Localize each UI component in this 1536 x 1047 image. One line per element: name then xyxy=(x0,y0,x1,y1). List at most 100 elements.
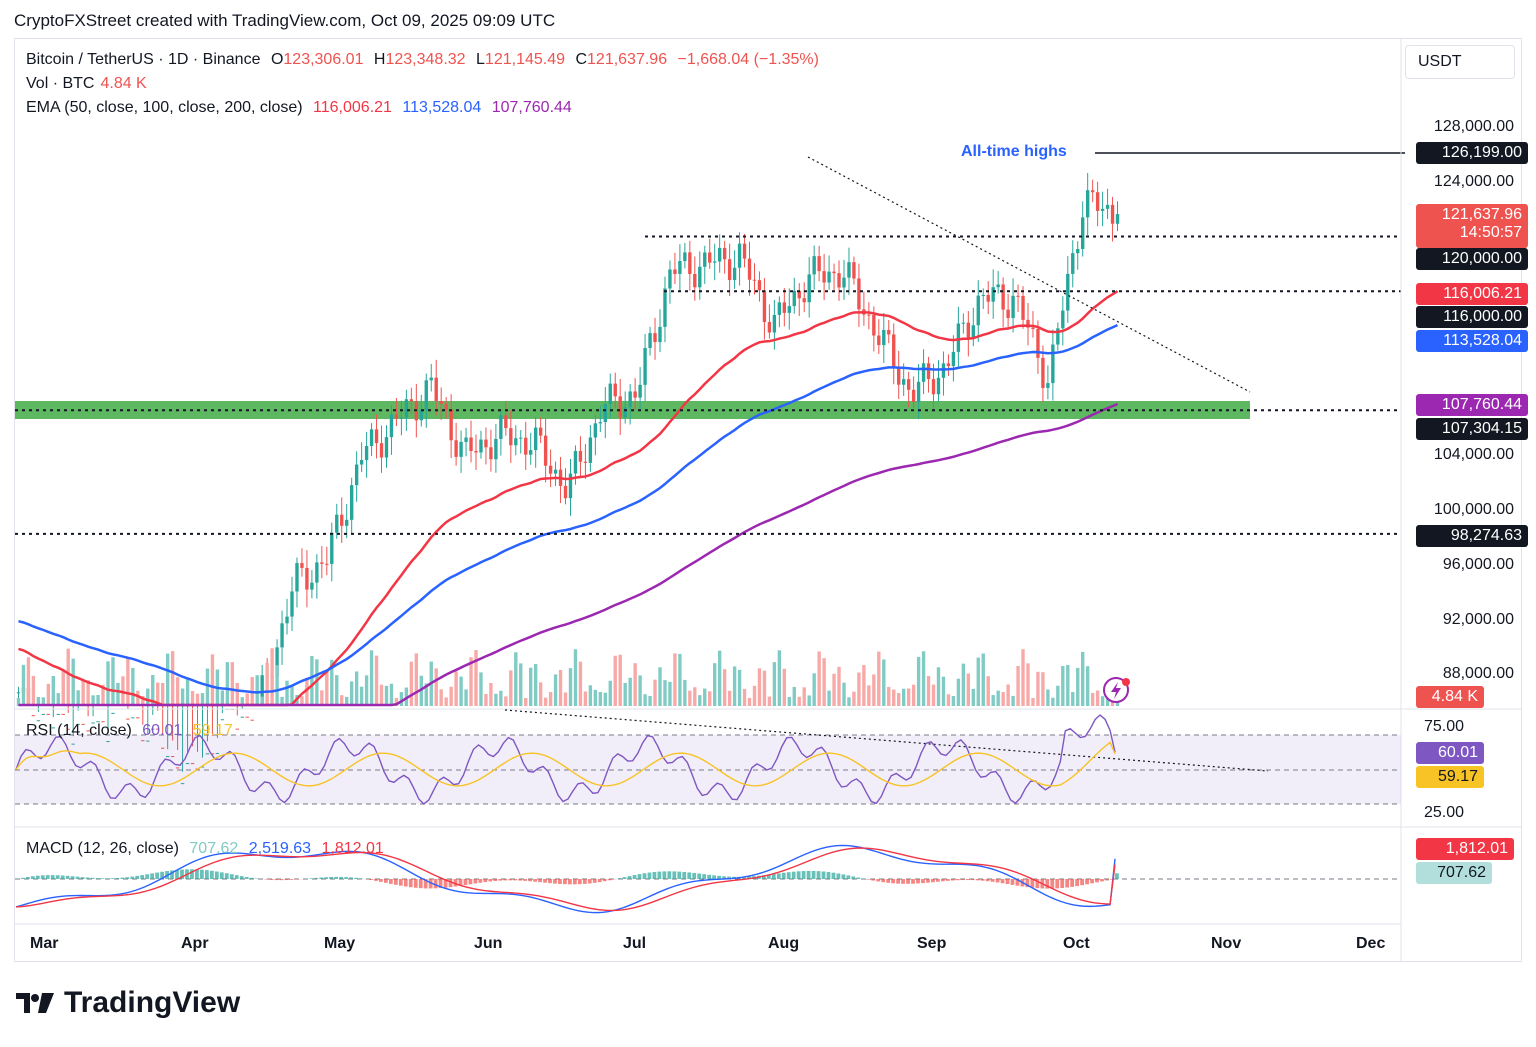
macd-hist-bar xyxy=(677,871,682,879)
candle-body xyxy=(1095,192,1100,211)
volume-bar xyxy=(359,686,364,706)
volume-bar xyxy=(529,667,533,706)
candle-body xyxy=(867,314,871,316)
macd-hist-bar xyxy=(90,877,95,879)
macd-hist-bar xyxy=(349,877,353,879)
candle-body xyxy=(817,256,821,272)
macd-hist-bar xyxy=(558,879,562,884)
macd-hist-bar xyxy=(1085,879,1089,885)
macd-hist-bar xyxy=(662,871,667,879)
macd-hist-bar xyxy=(831,872,836,879)
macd-hist-bar xyxy=(727,876,731,879)
candle-body xyxy=(141,740,145,742)
candle-body xyxy=(474,451,478,453)
macd-hist-bar xyxy=(478,879,483,883)
candle-body xyxy=(837,273,841,288)
candle-body xyxy=(494,438,498,460)
macd-hist-bar xyxy=(498,879,503,881)
volume-bar xyxy=(852,691,856,706)
legend-rsi-value: 60.01 xyxy=(142,722,183,739)
macd-hist-bar xyxy=(940,879,945,882)
volume-bar xyxy=(41,697,46,706)
volume-bar xyxy=(51,676,55,706)
macd-hist-bar xyxy=(747,876,751,879)
macd-hist-bar xyxy=(1010,879,1015,885)
volume-bar xyxy=(1095,690,1100,706)
macd-hist-bar xyxy=(195,869,199,879)
candle-body xyxy=(1016,295,1020,297)
candle-body xyxy=(509,428,513,446)
volume-bar xyxy=(424,683,428,706)
macd-hist-bar xyxy=(234,875,239,879)
candle-body xyxy=(1021,295,1025,320)
volume-bar xyxy=(618,654,622,706)
volume-bar xyxy=(1100,696,1105,706)
tag-last-price: 121,637.96 14:50:57 xyxy=(1416,204,1528,248)
candle-body xyxy=(812,256,816,275)
candle-body xyxy=(578,451,583,462)
macd-hist-bar xyxy=(398,879,403,886)
volume-bar xyxy=(1036,671,1040,706)
macd-hist-bar xyxy=(960,879,965,881)
volume-bar xyxy=(588,685,593,706)
volume-bar xyxy=(305,677,309,706)
candle-body xyxy=(320,562,324,564)
macd-hist-bar xyxy=(647,872,652,879)
volume-bar xyxy=(26,657,31,706)
volume-bar xyxy=(1071,692,1075,706)
tradingview-logo[interactable]: TradingView xyxy=(16,986,240,1020)
candle-body xyxy=(285,616,289,624)
volume-bar xyxy=(971,688,975,706)
macd-hist-bar xyxy=(533,879,537,882)
volume-bar xyxy=(678,653,682,706)
candle-body xyxy=(668,269,672,289)
volume-bar xyxy=(345,696,349,706)
volume-bar xyxy=(752,685,757,706)
volume-bar xyxy=(469,657,473,706)
macd-hist-bar xyxy=(453,879,458,887)
macd-hist-bar xyxy=(692,872,697,879)
candle-body xyxy=(802,298,806,303)
volume-bar xyxy=(335,675,339,706)
volume-bar xyxy=(906,688,911,706)
currency-selector[interactable]: USDT xyxy=(1405,45,1515,79)
candle-body xyxy=(956,323,961,352)
macd-hist-bar xyxy=(70,876,75,879)
volume-bar xyxy=(389,683,394,706)
macd-hist-bar xyxy=(911,879,915,884)
candle-body xyxy=(842,277,846,288)
candle-body xyxy=(101,721,105,723)
macd-hist-bar xyxy=(926,879,930,883)
macd-hist-bar xyxy=(324,877,329,879)
legend-vol-label: Vol · BTC xyxy=(26,75,95,92)
candle-body xyxy=(424,380,428,411)
macd-hist-bar xyxy=(423,879,428,889)
candle-body xyxy=(543,435,548,466)
volume-bar xyxy=(146,688,150,706)
macd-hist-bar xyxy=(622,877,627,879)
volume-bar xyxy=(1006,684,1010,706)
volume-bars xyxy=(16,648,1120,706)
volume-bar xyxy=(653,679,657,706)
macd-hist-bar xyxy=(563,879,567,885)
candle-body xyxy=(638,384,642,398)
volume-bar xyxy=(454,671,458,706)
volume-bar xyxy=(623,682,627,706)
candle-body xyxy=(389,414,394,438)
volume-bar xyxy=(71,658,75,706)
volume-bar xyxy=(265,662,269,706)
macd-hist-bar xyxy=(180,869,184,879)
candle-body xyxy=(1031,327,1035,329)
volume-bar xyxy=(887,686,891,706)
candle-body xyxy=(936,377,941,395)
candle-body xyxy=(653,333,657,343)
candle-body xyxy=(946,363,951,367)
candle-body xyxy=(588,437,593,463)
macd-hist-bar xyxy=(274,879,279,881)
candle-body xyxy=(563,485,568,499)
candle-body xyxy=(1090,190,1095,193)
macd-hist-bar xyxy=(120,877,125,879)
candle-body xyxy=(887,329,891,335)
volume-bar xyxy=(1021,649,1025,706)
